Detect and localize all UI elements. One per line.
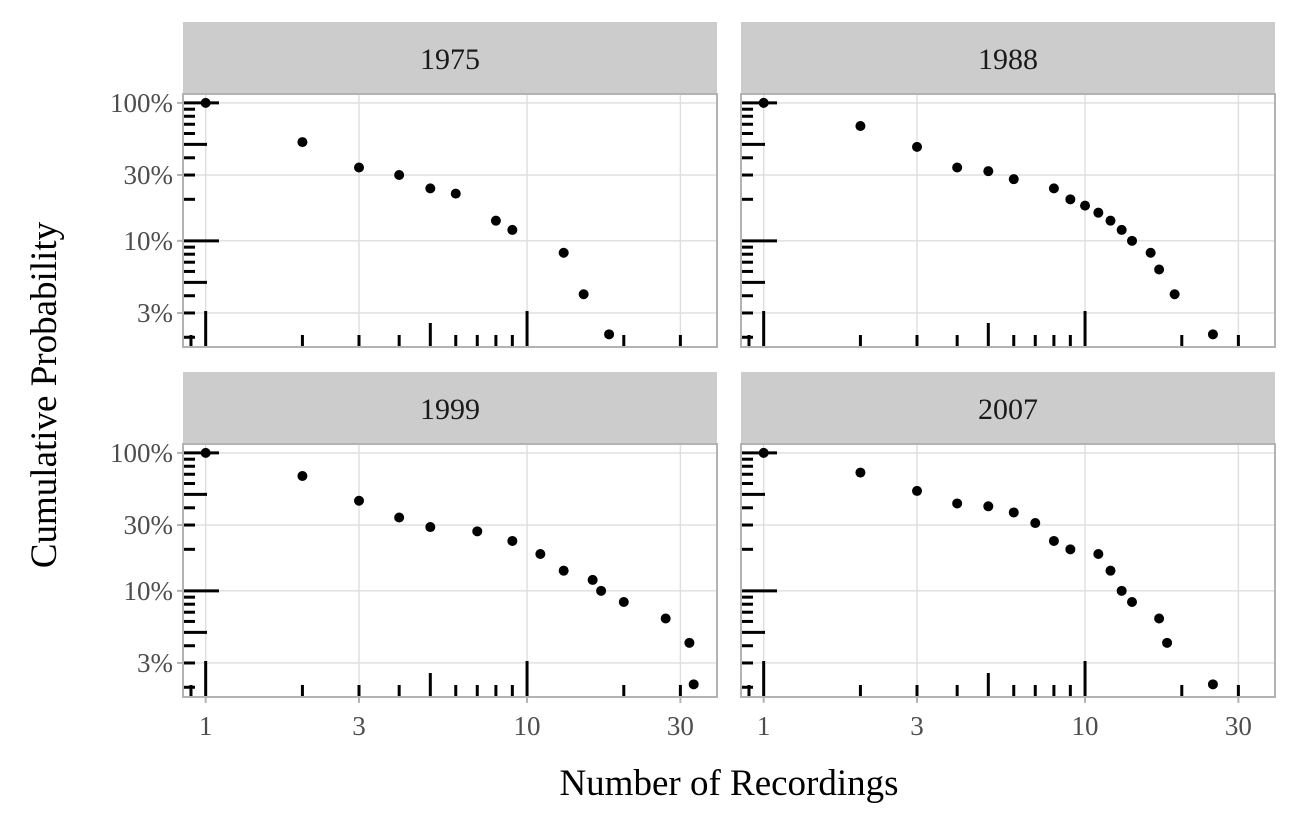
data-point — [425, 183, 436, 194]
panel-border — [182, 443, 718, 698]
facet-strip — [183, 372, 717, 444]
data-point — [490, 215, 501, 226]
data-point — [952, 162, 963, 173]
data-point — [450, 188, 461, 199]
data-point — [684, 637, 695, 648]
y-tick-label: 30% — [124, 510, 174, 540]
data-point — [472, 526, 483, 537]
data-point — [983, 501, 994, 512]
data-point — [1093, 207, 1104, 218]
data-point — [1127, 597, 1138, 608]
plot-background — [741, 444, 1275, 697]
data-point — [1145, 247, 1156, 258]
panel-2007: 2007 1 3 10 30 — [740, 372, 1276, 741]
data-point — [983, 166, 994, 177]
plot-background — [741, 94, 1275, 347]
data-point — [1008, 507, 1019, 518]
x-tick-label: 10 — [514, 711, 541, 741]
data-point — [587, 574, 598, 585]
data-point — [1048, 183, 1059, 194]
data-point — [1093, 548, 1104, 559]
plot-background — [183, 94, 717, 347]
panel-1988: 1988 — [740, 22, 1276, 348]
facet-strip — [183, 22, 717, 94]
data-point — [596, 585, 607, 596]
data-point — [1154, 264, 1165, 275]
data-point — [660, 613, 671, 624]
data-point — [1105, 215, 1116, 226]
y-axis-title: Cumulative Probability — [24, 221, 65, 568]
data-point — [758, 447, 769, 458]
data-point — [1207, 679, 1218, 690]
panel-border — [182, 93, 718, 348]
data-point — [758, 97, 769, 108]
data-point — [952, 498, 963, 509]
data-point — [1030, 518, 1041, 529]
facet-strip — [741, 372, 1275, 444]
data-point — [297, 137, 308, 148]
x-tick-label: 3 — [352, 711, 366, 741]
data-point — [507, 535, 518, 546]
y-tick-label: 30% — [124, 160, 174, 190]
x-tick-label: 3 — [910, 711, 924, 741]
data-point — [578, 289, 589, 300]
y-tick-label: 3% — [137, 648, 173, 678]
data-point — [394, 170, 405, 181]
data-point — [912, 485, 923, 496]
x-tick-label: 30 — [1225, 711, 1252, 741]
data-point — [558, 565, 569, 576]
data-point — [688, 679, 699, 690]
facet-strip-label: 1988 — [978, 43, 1038, 76]
data-point — [618, 597, 629, 608]
data-point — [604, 329, 615, 340]
panel-1999: 1999 3% 10% 30% 100% 1 3 10 30 — [110, 372, 718, 741]
facet-strip-label: 2007 — [978, 393, 1038, 426]
x-axis-title: Number of Recordings — [559, 763, 898, 804]
data-point — [912, 141, 923, 152]
y-tick-label: 100% — [110, 438, 173, 468]
data-point — [1162, 637, 1173, 648]
data-point — [394, 512, 405, 523]
data-point — [1127, 235, 1138, 246]
data-point — [1065, 544, 1076, 555]
x-tick-label: 30 — [667, 711, 694, 741]
y-tick-label: 10% — [124, 226, 174, 256]
data-point — [200, 447, 211, 458]
y-tick-label: 100% — [110, 88, 173, 118]
data-point — [1207, 329, 1218, 340]
panel-border — [740, 443, 1276, 698]
data-point — [1116, 224, 1127, 235]
data-point — [297, 470, 308, 481]
data-point — [1065, 194, 1076, 205]
facet-strip — [741, 22, 1275, 94]
data-point — [354, 162, 365, 173]
data-point — [855, 467, 866, 478]
data-point — [1080, 200, 1091, 211]
data-point — [507, 224, 518, 235]
panel-1975: 1975 3% 10% 30% 100% — [110, 22, 718, 348]
data-point — [1169, 289, 1180, 300]
facet-strip-label: 1975 — [420, 43, 480, 76]
x-tick-label: 1 — [757, 711, 771, 741]
y-tick-label: 10% — [124, 576, 174, 606]
data-point — [425, 522, 436, 533]
data-point — [1048, 535, 1059, 546]
data-point — [354, 495, 365, 506]
data-point — [535, 548, 546, 559]
x-tick-label: 10 — [1072, 711, 1099, 741]
data-point — [1116, 585, 1127, 596]
panel-border — [740, 93, 1276, 348]
data-point — [1008, 174, 1019, 185]
data-point — [1154, 613, 1165, 624]
data-point — [855, 120, 866, 131]
data-point — [200, 97, 211, 108]
data-point — [558, 247, 569, 258]
facet-strip-label: 1999 — [420, 393, 480, 426]
x-tick-label: 1 — [199, 711, 213, 741]
plot-background — [183, 444, 717, 697]
y-tick-label: 3% — [137, 298, 173, 328]
data-point — [1105, 565, 1116, 576]
